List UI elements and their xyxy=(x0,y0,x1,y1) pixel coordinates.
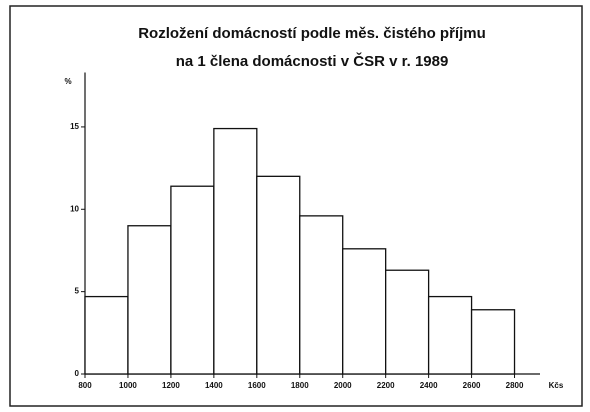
bar xyxy=(342,248,387,375)
x-tick-label: 1400 xyxy=(205,381,223,390)
bar xyxy=(84,295,129,375)
y-tick-label: 10 xyxy=(70,204,79,213)
y-tick-label: 0 xyxy=(75,369,80,378)
bar xyxy=(213,127,258,375)
x-axis-label: Kčs xyxy=(549,381,564,390)
chart-title: na 1 člena domácnosti v ČSR v r. 1989 xyxy=(176,52,449,70)
bar xyxy=(170,185,215,375)
bar xyxy=(427,295,473,375)
x-tick-label: 2200 xyxy=(377,381,395,390)
x-tick-label: 1600 xyxy=(248,381,266,390)
bar xyxy=(127,225,172,375)
y-tick-label: 15 xyxy=(70,122,79,131)
bar xyxy=(299,215,344,375)
x-tick-label: 2400 xyxy=(420,381,438,390)
x-tick-label: 2600 xyxy=(463,381,481,390)
x-tick-label: 800 xyxy=(78,381,92,390)
bar xyxy=(256,175,301,375)
x-tick-label: 2800 xyxy=(506,381,524,390)
chart-title: Rozložení domácností podle měs. čistého … xyxy=(138,25,486,42)
x-tick-label: 1800 xyxy=(291,381,309,390)
x-tick-label: 1000 xyxy=(119,381,137,390)
y-tick-label: 5 xyxy=(75,287,80,296)
x-tick-label: 2000 xyxy=(334,381,352,390)
frame xyxy=(9,5,583,407)
y-axis-label: % xyxy=(64,77,71,86)
bar xyxy=(385,269,430,375)
bar xyxy=(470,309,516,375)
x-tick-label: 1200 xyxy=(162,381,180,390)
